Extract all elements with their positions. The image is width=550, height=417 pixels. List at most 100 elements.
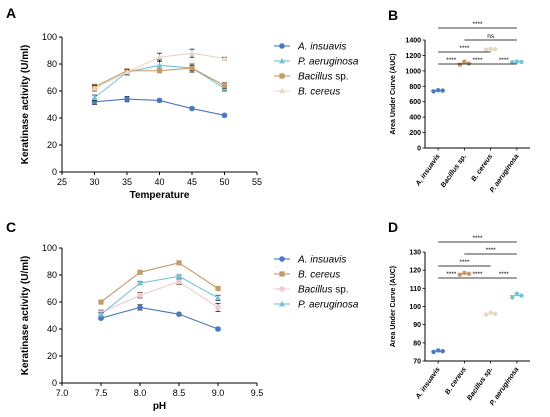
chart-d-data-point [462, 270, 467, 276]
chart-c-data-point [137, 292, 143, 299]
chart-b-y-tick-label: 600 [409, 99, 421, 106]
chart-c-legend-marker [279, 300, 285, 307]
chart-c-x-tick-label: 9.0 [212, 388, 225, 398]
chart-a-temperature: 25 30 35 40 45 50 55 0 20 40 60 80 100 Temperature Ker… [20, 32, 359, 201]
chart-c-x-tick-label: 7.0 [56, 388, 69, 398]
chart-b-data-point [510, 60, 515, 65]
chart-a-data-point [156, 62, 163, 68]
chart-a-y-tick-label: 80 [47, 59, 57, 69]
chart-a-data-point [156, 68, 163, 74]
chart-c-series-line [100, 306, 219, 330]
chart-b-x-tick-label: A. insuavis [414, 153, 442, 188]
chart-d-x-tick-label: Bacillus sp. [466, 366, 494, 402]
chart-d-significance-label: **** [472, 235, 483, 242]
chart-c-y-axis-title: Keratinase activity (U/ml) [20, 256, 31, 376]
chart-d-data-point [483, 312, 489, 317]
chart-d-y-tick-label: 110 [410, 286, 421, 293]
chart-a-data-point [91, 94, 98, 101]
chart-d-y-tick-label: 130 [409, 250, 421, 257]
chart-b-significance-label: **** [459, 45, 470, 52]
chart-d-y-tick-label: 70 [413, 359, 421, 366]
chart-c-legend-label-name: A. insuavis [297, 255, 346, 266]
chart-c-data-point [215, 304, 221, 311]
chart-c-x-tick-label: 9.5 [251, 388, 264, 398]
chart-b-y-tick-label: 1200 [405, 53, 421, 60]
chart-d-data-point [519, 293, 524, 298]
chart-c-legend-label: A. insuavis [297, 255, 346, 266]
chart-d-significance-label: **** [459, 259, 470, 266]
chart-a-legend-label-name: P. aeruginosa [298, 57, 359, 68]
chart-c-data-point [137, 279, 143, 286]
chart-c-legend-marker [279, 256, 285, 262]
chart-b-data-point [492, 47, 498, 52]
chart-a-data-point [124, 68, 130, 75]
chart-c-data-point [215, 326, 221, 332]
chart-d-data-point [492, 311, 498, 316]
chart-a-legend-label-suffix: sp. [332, 72, 348, 83]
chart-a-x-tick-label: 45 [187, 177, 197, 187]
chart-d-x-tick-label: P. aeruginosa [489, 366, 521, 407]
chart-c-series-line [100, 281, 219, 314]
chart-c-data-point [176, 311, 182, 317]
chart-a-legend-marker [279, 87, 285, 94]
chart-a-x-tick-label: 30 [89, 177, 99, 187]
chart-c-legend-label-suffix: sp. [332, 285, 348, 296]
chart-b-significance-label: **** [446, 57, 457, 64]
chart-d-significance-label: **** [446, 271, 457, 278]
chart-c-data-point [98, 310, 104, 317]
chart-a-data-point [91, 85, 98, 91]
chart-c-legend-label-name: B. cereus [298, 270, 340, 281]
chart-a-legend-label: B. cereus [298, 87, 340, 98]
chart-a-data-point [189, 65, 195, 71]
chart-d-y-tick-label: 80 [413, 340, 421, 347]
chart-a-y-tick-label: 60 [47, 86, 57, 96]
chart-b-x-tick-label: B. cereus [470, 153, 494, 183]
chart-b-significance-label: ns [487, 33, 495, 40]
chart-a-legend-label-name: Bacillus [298, 72, 332, 83]
chart-c-ph: 7.0 7.5 8.0 8.5 9.0 9.5 0 20 40 60 80 100 pH Keratina… [20, 243, 359, 412]
chart-d-x-tick-label: A. insuavis [414, 366, 442, 401]
chart-c-legend-label: Bacillus sp. [298, 285, 349, 296]
chart-b-x-tick-label: P. aeruginosa [489, 153, 521, 194]
chart-d-y-tick-label: 100 [409, 304, 421, 311]
chart-a-x-tick-label: 25 [57, 177, 67, 187]
chart-a-data-point [156, 54, 163, 60]
chart-b-y-tick-label: 400 [409, 115, 421, 122]
chart-a-legend-label: P. aeruginosa [298, 57, 359, 68]
chart-c-data-point [215, 285, 221, 292]
chart-c-data-point [137, 304, 143, 311]
chart-b-y-tick-label: 0 [417, 146, 421, 153]
chart-d-auc-ph: 70 80 90 100 110 120 130 Area Under Curve (AUC)… [390, 235, 530, 407]
chart-c-y-tick-label: 40 [47, 324, 57, 334]
chart-a-legend-marker [279, 57, 285, 64]
chart-b-data-point [431, 89, 436, 94]
chart-c-legend-label: P. aeruginosa [298, 300, 359, 311]
panel-label-c: C [6, 219, 16, 235]
chart-a-y-axis-title: Keratinase activity (U/ml) [20, 45, 31, 165]
chart-a-data-point [221, 83, 228, 89]
chart-c-data-point [98, 299, 104, 305]
chart-c-data-point [137, 269, 143, 275]
chart-b-data-point [440, 88, 445, 93]
chart-d-significance-label: **** [499, 271, 510, 278]
chart-b-data-point [514, 59, 520, 64]
chart-d-significance-label: **** [472, 271, 483, 278]
chart-a-x-tick-label: 55 [252, 177, 262, 187]
chart-b-data-point [483, 47, 489, 52]
chart-d-data-point [440, 348, 445, 354]
chart-a-data-point [189, 105, 195, 112]
chart-d-data-point [457, 272, 463, 277]
chart-d-y-axis-title: Area Under Curve (AUC) [390, 266, 397, 347]
chart-b-x-tick-label: Bacillus sp. [440, 153, 468, 189]
chart-d-data-point [488, 310, 493, 316]
chart-c-y-tick-label: 80 [47, 270, 57, 280]
chart-d-x-tick-label: B. cereus [444, 366, 468, 396]
chart-c-y-tick-label: 20 [47, 351, 57, 361]
chart-a-y-tick-label: 40 [47, 113, 57, 123]
chart-c-legend-marker [279, 286, 285, 292]
chart-d-data-point [431, 349, 436, 355]
chart-c-legend-label-name: P. aeruginosa [298, 300, 359, 311]
chart-a-data-point [221, 112, 228, 119]
chart-c-y-tick-label: 100 [42, 243, 57, 253]
chart-b-data-point [519, 59, 524, 65]
